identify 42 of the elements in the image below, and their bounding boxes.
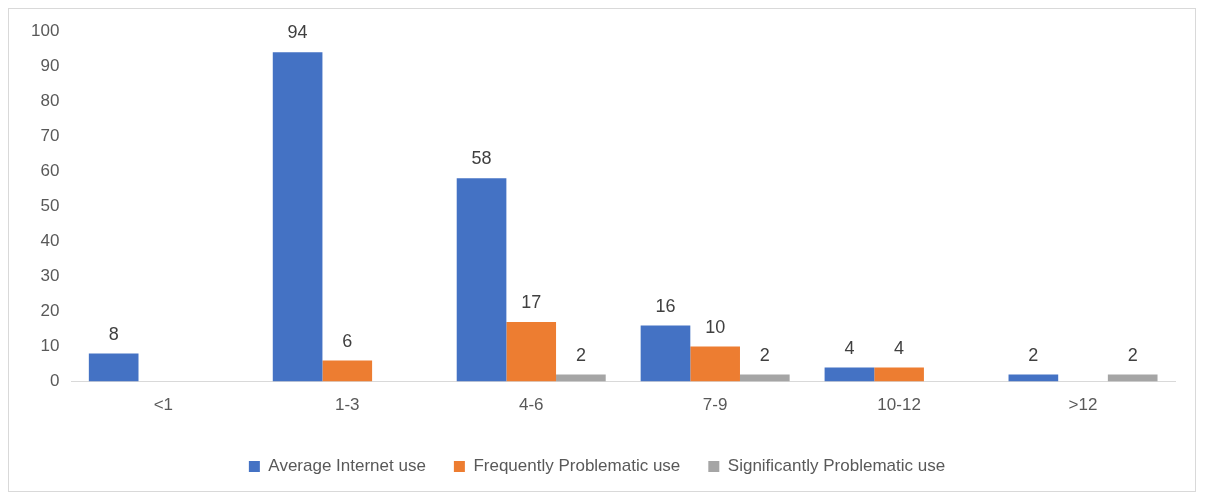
legend-label: Significantly Problematic use <box>727 456 946 476</box>
bar <box>272 52 323 382</box>
data-label: 4 <box>844 337 855 358</box>
y-tick-label: 0 <box>49 371 60 391</box>
x-tick-label: >12 <box>1068 395 1098 415</box>
data-label: 16 <box>655 295 676 316</box>
legend-label: Average Internet use <box>268 456 426 476</box>
bar <box>690 346 740 382</box>
data-label: 6 <box>342 330 353 351</box>
bar <box>322 360 373 382</box>
data-label: 2 <box>1127 344 1138 365</box>
x-tick-label: 7-9 <box>702 395 728 415</box>
data-label: 2 <box>759 344 770 365</box>
y-tick-label: 80 <box>40 90 60 110</box>
bar <box>506 322 557 382</box>
data-label: 58 <box>471 148 492 169</box>
x-tick-label: 4-6 <box>518 395 544 415</box>
x-tick-label: <1 <box>153 395 174 415</box>
data-label: 2 <box>1028 344 1039 365</box>
bar <box>88 353 139 382</box>
y-tick-label: 70 <box>40 126 60 146</box>
y-tick-label: 100 <box>30 20 60 40</box>
x-tick-label: 10-12 <box>877 395 921 415</box>
legend-label: Frequently Problematic use <box>473 456 681 476</box>
data-label: 8 <box>108 323 119 344</box>
y-tick-label: 10 <box>40 336 60 356</box>
data-label: 4 <box>894 337 905 358</box>
bar <box>824 367 875 382</box>
y-tick-label: 30 <box>40 266 60 286</box>
x-tick-label: 1-3 <box>334 395 360 415</box>
bar <box>874 367 924 382</box>
y-tick-label: 60 <box>40 161 60 181</box>
bar <box>640 325 691 382</box>
data-label: 2 <box>575 344 586 365</box>
y-tick-label: 20 <box>40 301 60 321</box>
data-label: 10 <box>705 316 726 337</box>
y-tick-label: 90 <box>40 55 60 75</box>
y-tick-label: 50 <box>40 196 60 216</box>
bar <box>456 178 507 382</box>
data-label: 17 <box>521 292 542 312</box>
data-label: 94 <box>287 22 308 43</box>
y-tick-label: 40 <box>40 231 60 251</box>
